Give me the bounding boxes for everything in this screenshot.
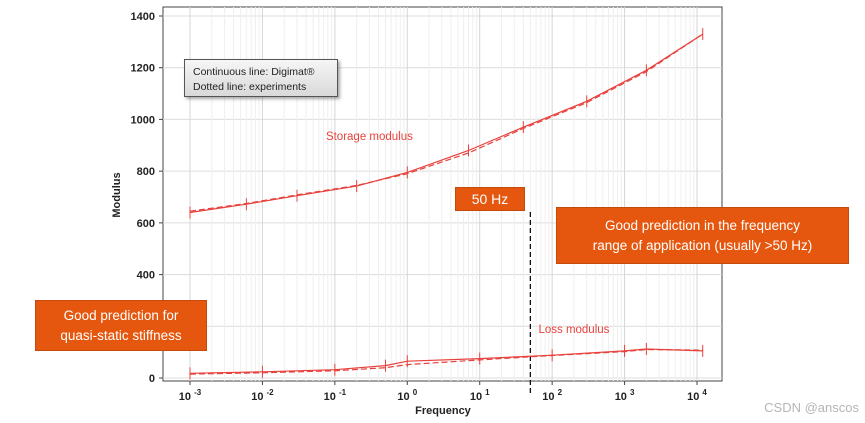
x-tick-label: 10 3 [615, 388, 635, 403]
x-tick-label: 10 0 [397, 388, 417, 403]
series-line [189, 33, 704, 214]
frequency-callout-line-2: range of application (usually >50 Hz) [592, 238, 813, 253]
series-line [189, 33, 704, 212]
static-callout-line-1: Good prediction for [63, 308, 179, 323]
y-tick-label: 400 [137, 270, 155, 282]
y-tick-label: 0 [149, 373, 155, 385]
x-tick-label: 10 2 [542, 388, 562, 403]
y-tick-label: 1400 [131, 11, 155, 23]
legend-line-dotted: Dotted line: experiments [193, 81, 307, 93]
y-axis-title: Modulus [111, 172, 123, 217]
y-tick-label: 1000 [131, 114, 155, 126]
y-tick-label: 800 [137, 166, 155, 178]
legend-box: Continuous line: Digimat® Dotted line: e… [184, 59, 338, 97]
watermark: CSDN @anscos [764, 400, 859, 415]
series-labels: Storage modulus Loss modulus [326, 131, 610, 336]
series-label: Loss modulus [538, 324, 609, 336]
y-tick-label: 1200 [131, 63, 155, 75]
x-axis-title: Frequency [415, 405, 472, 417]
x-tick-label: 10 -3 [179, 388, 202, 403]
x-tick-label: 10 -1 [324, 388, 347, 403]
series-line [189, 348, 703, 375]
x-tick-labels: 10 -3 10 -2 10 -1 10 0 10 1 10 2 10 3 10 4 [179, 388, 708, 403]
fifty-hz-callout: 50 Hz [455, 187, 525, 211]
legend-line-continuous: Continuous line: Digimat® [193, 66, 315, 78]
y-tick-label: 600 [137, 218, 155, 230]
x-tick-label: 10 -2 [251, 388, 274, 403]
quasi-static-callout: Good prediction for quasi-static stiffne… [35, 300, 207, 351]
frequency-range-callout: Good prediction in the frequency range o… [556, 207, 849, 264]
frequency-callout-line-1: Good prediction in the frequency [604, 218, 801, 233]
static-callout-line-2: quasi-static stiffness [60, 328, 182, 343]
series-group [189, 28, 704, 380]
x-tick-label: 10 4 [687, 388, 707, 403]
series-label: Storage modulus [326, 131, 413, 143]
series-line [189, 348, 703, 374]
x-tick-label: 10 1 [470, 388, 490, 403]
